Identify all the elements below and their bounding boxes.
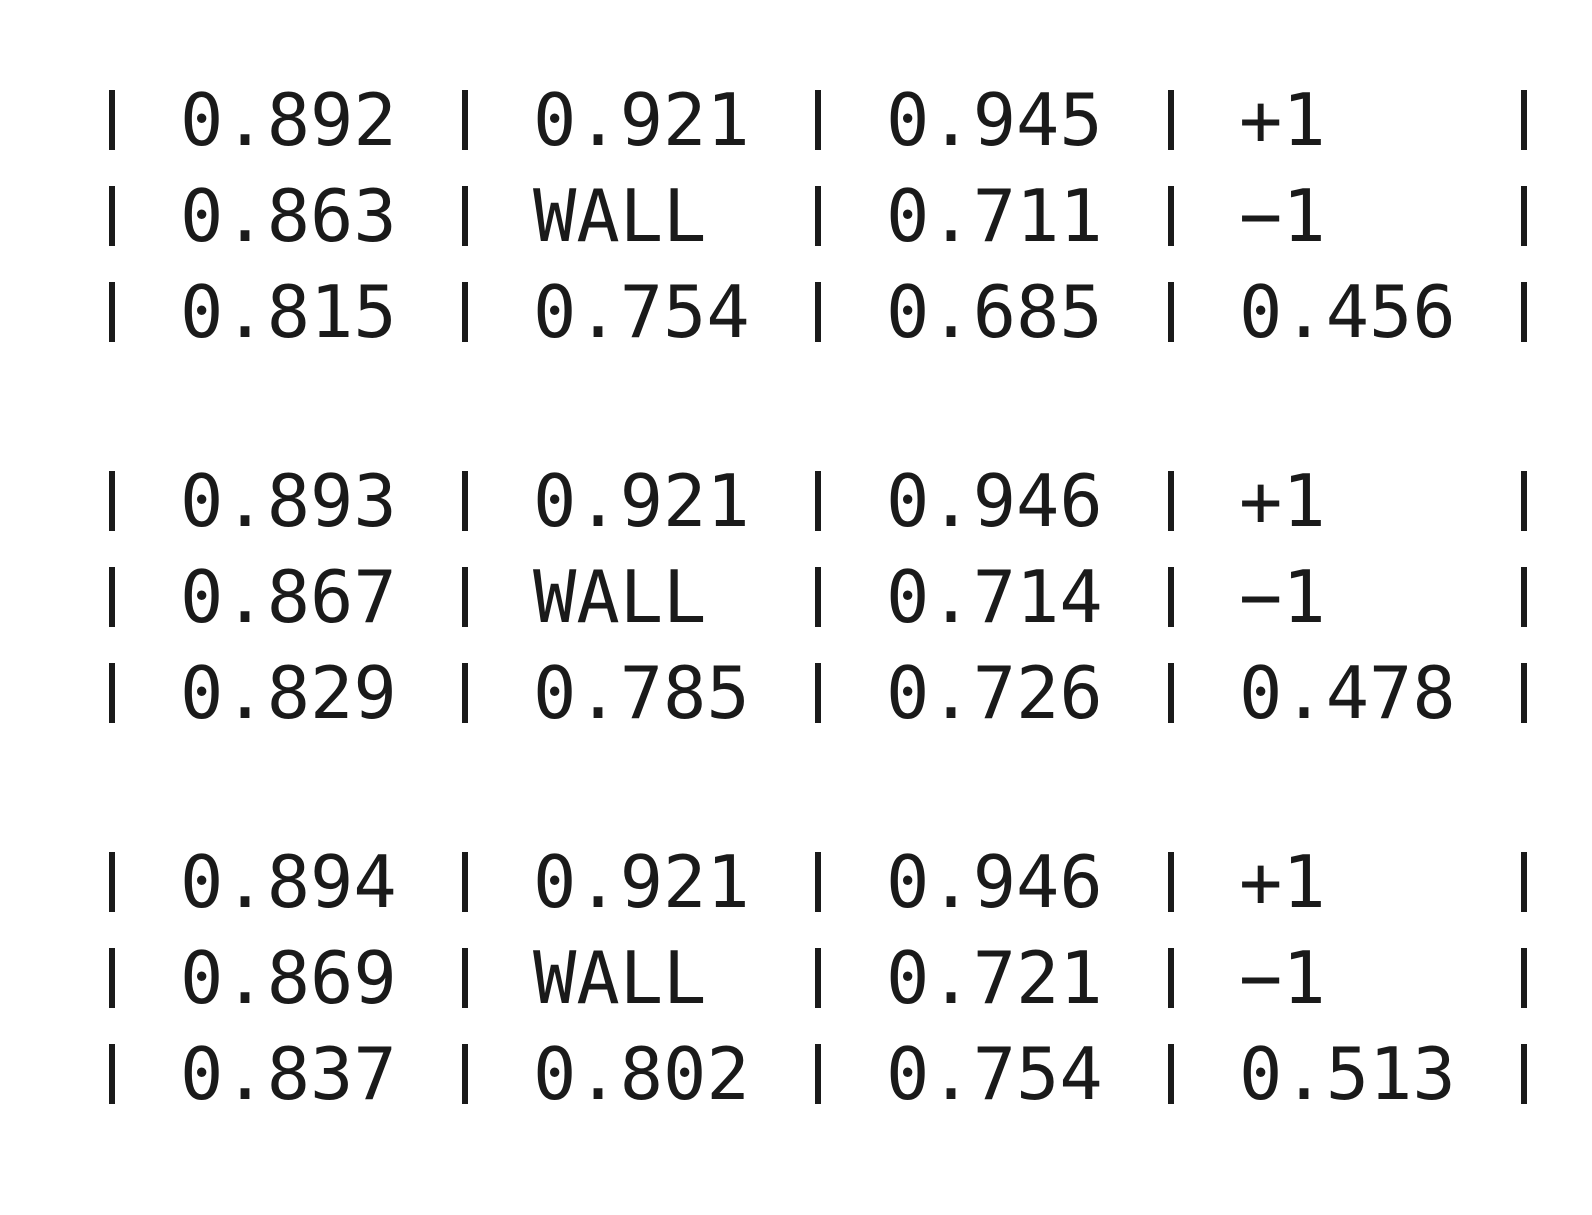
cell-separator: [1157, 168, 1185, 264]
cell-separator: [1157, 645, 1185, 741]
cell-separator: [451, 930, 479, 1026]
grid-cell-value: 0.894: [180, 840, 397, 924]
grid-cell-value: WALL: [533, 174, 707, 258]
grid-cell-value: −1: [1239, 174, 1326, 258]
cell-separator: [804, 264, 832, 360]
cell-separator: [451, 168, 479, 264]
grid-row: 0.894 0.921 0.946 +1: [98, 834, 1568, 930]
grid-cell-value: 0.754: [886, 1032, 1103, 1116]
grid-cell-value: 0.714: [886, 555, 1103, 639]
grid-cell-value: 0.945: [886, 78, 1103, 162]
cell-separator: [804, 1026, 832, 1122]
cell-separator: [451, 1026, 479, 1122]
cell-separator: [804, 549, 832, 645]
grid-cell-value: −1: [1239, 936, 1326, 1020]
cell-separator: [98, 453, 126, 549]
cell-separator: [1510, 72, 1538, 168]
grid-cell-value: 0.892: [180, 78, 397, 162]
grid-cell-value: WALL: [533, 936, 707, 1020]
cell-separator: [451, 834, 479, 930]
value-grid-2: 0.893 0.921 0.946 +1 0.867 WALL 0.714 −1 0.829 0.…: [98, 453, 1568, 741]
cell-separator: [1510, 264, 1538, 360]
cell-separator: [1510, 1026, 1538, 1122]
cell-separator: [804, 453, 832, 549]
cell-separator: [1157, 264, 1185, 360]
grid-cell-value: 0.921: [533, 459, 750, 543]
cell-separator: [804, 930, 832, 1026]
grid-cell-value: 0.837: [180, 1032, 397, 1116]
cell-separator: [1510, 645, 1538, 741]
cell-separator: [1157, 72, 1185, 168]
grid-cell-value: +1: [1239, 459, 1326, 543]
grid-row: 0.869 WALL 0.721 −1: [98, 930, 1568, 1026]
cell-separator: [98, 72, 126, 168]
grid-cell-value: 0.829: [180, 651, 397, 735]
grid-row: 0.815 0.754 0.685 0.456: [98, 264, 1568, 360]
grid-cell-value: 0.456: [1239, 270, 1456, 354]
grid-cell-value: −1: [1239, 555, 1326, 639]
cell-separator: [1510, 453, 1538, 549]
cell-separator: [804, 645, 832, 741]
cell-separator: [804, 834, 832, 930]
cell-separator: [98, 645, 126, 741]
grid-cell-value: 0.946: [886, 459, 1103, 543]
cell-separator: [98, 930, 126, 1026]
cell-separator: [1510, 930, 1538, 1026]
grid-row: 0.867 WALL 0.714 −1: [98, 549, 1568, 645]
grid-cell-value: 0.921: [533, 840, 750, 924]
value-grid-3: 0.894 0.921 0.946 +1 0.869 WALL 0.721 −1 0.837 0.…: [98, 834, 1568, 1122]
grid-cell-value: 0.711: [886, 174, 1103, 258]
cell-separator: [804, 168, 832, 264]
cell-separator: [1157, 834, 1185, 930]
grid-cell-value: WALL: [533, 555, 707, 639]
grid-cell-value: 0.893: [180, 459, 397, 543]
grid-cell-value: 0.815: [180, 270, 397, 354]
grid-cell-value: 0.921: [533, 78, 750, 162]
grid-cell-value: 0.754: [533, 270, 750, 354]
cell-separator: [451, 72, 479, 168]
grid-cell-value: 0.513: [1239, 1032, 1456, 1116]
cell-separator: [1510, 168, 1538, 264]
grid-cell-value: 0.721: [886, 936, 1103, 1020]
cell-separator: [804, 72, 832, 168]
cell-separator: [1157, 453, 1185, 549]
grid-cell-value: 0.802: [533, 1032, 750, 1116]
grid-cell-value: 0.726: [886, 651, 1103, 735]
grid-row: 0.863 WALL 0.711 −1: [98, 168, 1568, 264]
cell-separator: [451, 645, 479, 741]
grid-row: 0.892 0.921 0.945 +1: [98, 72, 1568, 168]
cell-separator: [98, 264, 126, 360]
cell-separator: [98, 834, 126, 930]
grid-cell-value: +1: [1239, 840, 1326, 924]
cell-separator: [1157, 930, 1185, 1026]
cell-separator: [1157, 1026, 1185, 1122]
cell-separator: [451, 453, 479, 549]
grid-cell-value: 0.867: [180, 555, 397, 639]
grid-cell-value: 0.478: [1239, 651, 1456, 735]
cell-separator: [98, 1026, 126, 1122]
grid-cell-value: +1: [1239, 78, 1326, 162]
grid-row: 0.829 0.785 0.726 0.478: [98, 645, 1568, 741]
grid-row: 0.837 0.802 0.754 0.513: [98, 1026, 1568, 1122]
grid-row: 0.893 0.921 0.946 +1: [98, 453, 1568, 549]
cell-separator: [1157, 549, 1185, 645]
grid-cell-value: 0.685: [886, 270, 1103, 354]
cell-separator: [98, 549, 126, 645]
value-grid-text: 0.892 0.921 0.945 +1 0.863 WALL 0.711 −1 0.815 0.…: [98, 72, 1568, 1215]
value-grid-1: 0.892 0.921 0.945 +1 0.863 WALL 0.711 −1 0.815 0.…: [98, 72, 1568, 360]
grid-cell-value: 0.863: [180, 174, 397, 258]
cell-separator: [1510, 549, 1538, 645]
cell-separator: [451, 549, 479, 645]
grid-cell-value: 0.785: [533, 651, 750, 735]
cell-separator: [1510, 834, 1538, 930]
cell-separator: [451, 264, 479, 360]
grid-cell-value: 0.869: [180, 936, 397, 1020]
cell-separator: [98, 168, 126, 264]
grid-cell-value: 0.946: [886, 840, 1103, 924]
